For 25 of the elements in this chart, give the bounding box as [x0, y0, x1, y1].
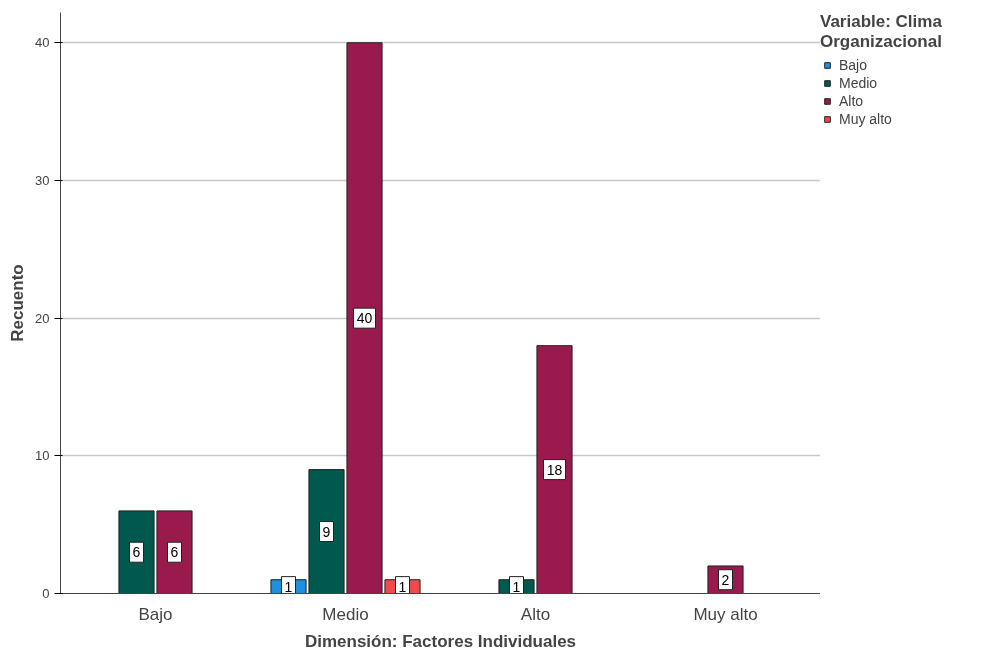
data-label: 6	[170, 544, 179, 561]
y-tick-label: 0	[42, 586, 50, 601]
y-tick-label: 30	[35, 172, 50, 188]
y-axis-title: Recuento	[8, 264, 28, 342]
data-label: 40	[356, 310, 373, 327]
legend-title: Variable: Clima Organizacional	[820, 12, 942, 52]
legend-label: Medio	[839, 75, 878, 91]
x-tick-label: Medio	[322, 604, 369, 624]
legend-label: Bajo	[839, 57, 868, 73]
x-tick-label: Alto	[520, 604, 551, 624]
y-tick-label: 10	[35, 448, 50, 464]
data-label: 9	[322, 523, 331, 540]
data-label: 18	[546, 461, 563, 478]
legend-label: Alto	[839, 93, 864, 109]
y-tick-label: 20	[35, 310, 50, 326]
x-axis-title: Dimensión: Factores Individuales	[304, 631, 577, 651]
data-label: 6	[132, 544, 141, 561]
data-label: 1	[398, 578, 407, 595]
data-label: 1	[284, 578, 293, 595]
y-tick-label: 40	[35, 35, 50, 51]
data-label: 1	[512, 578, 521, 595]
legend-label: Muy alto	[839, 111, 892, 127]
data-label: 2	[721, 571, 730, 588]
x-tick-label: Muy alto	[693, 604, 758, 624]
x-tick-label: Bajo	[138, 604, 173, 624]
